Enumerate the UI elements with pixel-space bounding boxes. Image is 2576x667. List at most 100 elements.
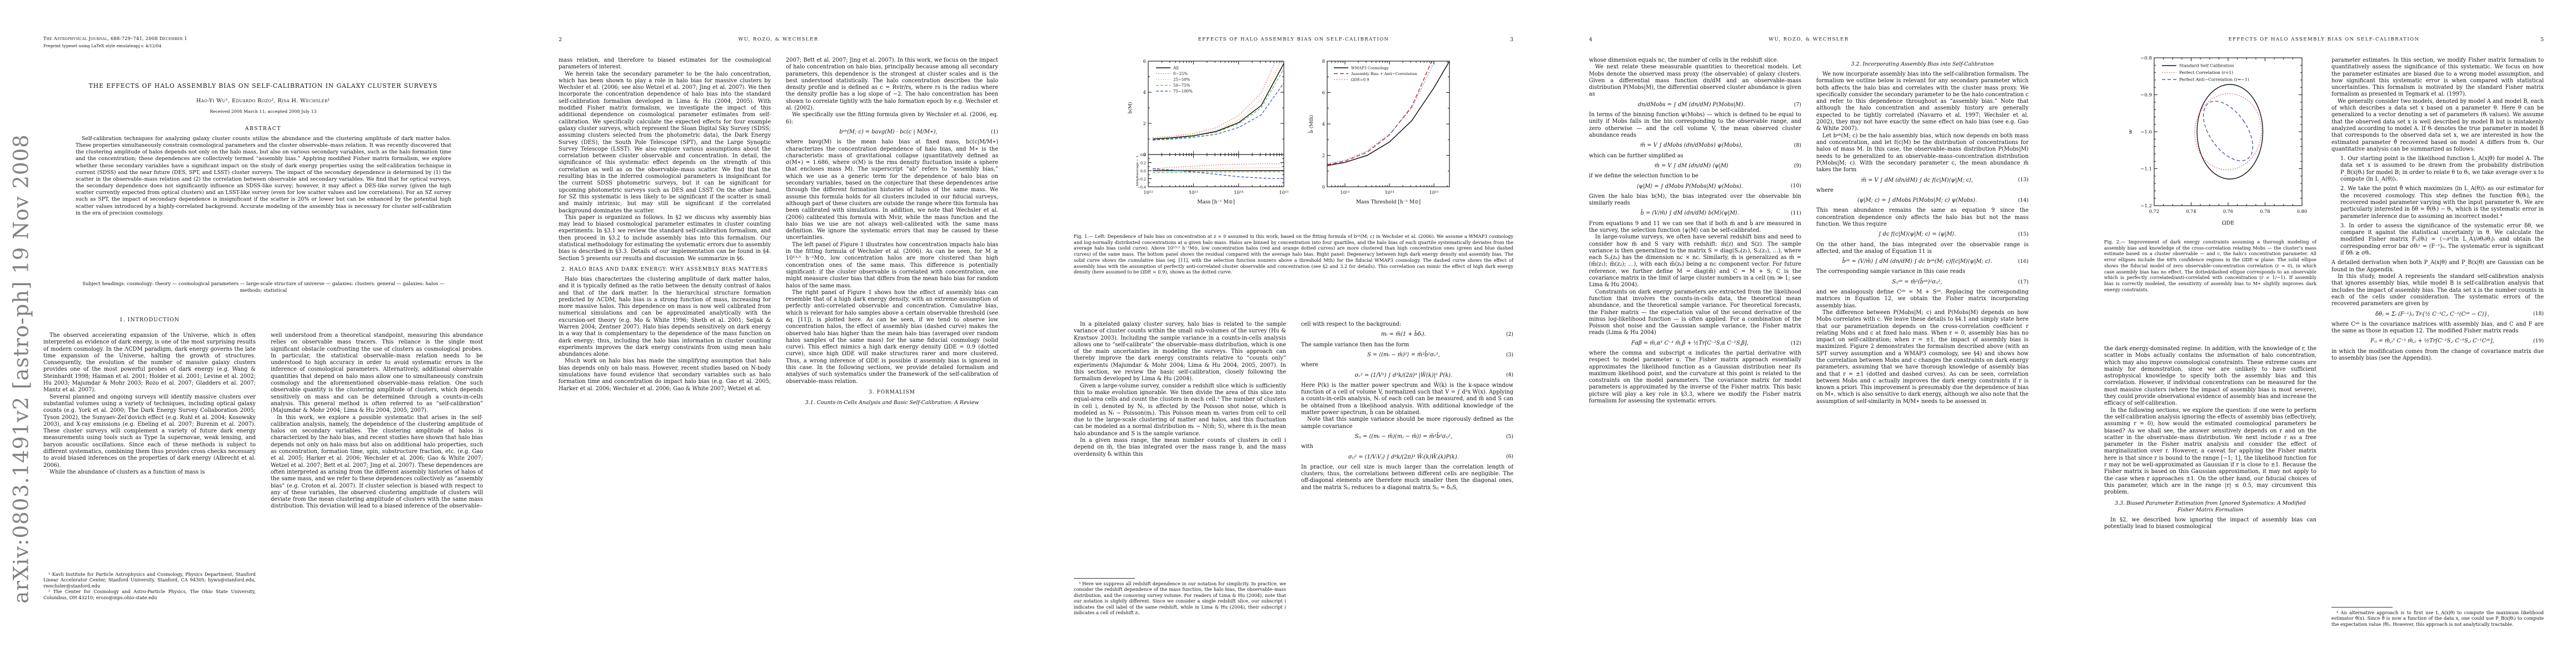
paragraph: Given a large-volume survey, consider a … (1074, 382, 1286, 437)
equation: ⟨ψ|M; c⟩ = ∫ dMobs P(Mobs|M; c) ψ(Mobs).… (1816, 197, 2029, 204)
paragraph: where (1816, 187, 1833, 193)
svg-text:−1.1: −1.1 (2140, 166, 2152, 172)
paragraph: We herein take the secondary parameter t… (559, 71, 771, 214)
equation-number: (13) (2017, 177, 2029, 183)
paragraph: While the abundance of clusters as a fun… (49, 469, 205, 475)
equation-formula: Fᵢⱼ = m̄,ᵢᵀ C⁻¹ m̄,ⱼ + ½Tr[C⁻¹S,ᵢ C⁻¹S,ⱼ… (2370, 338, 2494, 345)
page-1: The Astrophysical Journal, 688:729–741, … (0, 0, 515, 667)
equation-formula: mᵢ = m̄(1 + b̄δᵢ). (1381, 331, 1426, 338)
paragraph: A detailed derivation when both P_A(x|θ)… (2331, 260, 2544, 273)
svg-text:b̄ (Mth): b̄ (Mth) (1308, 115, 1314, 133)
running-head: 4 WU, ROZO, & WECHSLER (1589, 37, 2029, 43)
paragraph: Several planned and ongoing surveys will… (43, 394, 256, 469)
svg-text:10¹⁴: 10¹⁴ (1385, 190, 1395, 195)
subject-headings: Subject headings: cosmology: theory — co… (82, 281, 445, 293)
paragraph: where (1301, 362, 1318, 369)
paragraph: well understood from a theoretical stand… (271, 332, 483, 414)
paragraph: The right panel of Figure 1 shows how th… (786, 289, 998, 385)
running-head: EFFECTS OF HALO ASSEMBLY BIAS ON SELF-CA… (2104, 37, 2544, 43)
paragraph: The difference between P(Mobs|M; c) and … (1816, 309, 2029, 405)
svg-text:0: 0 (1322, 184, 1325, 190)
svg-text:10¹⁵: 10¹⁵ (1429, 190, 1439, 195)
equation: mᵢ = m̄(1 + b̄δᵢ). (2) (1301, 331, 1513, 338)
equation: dn/dMobs = ∫ dM (dn/dM) P(Mobs|M). (7) (1589, 102, 1801, 108)
paragraph: In this study, model A represents the st… (2331, 273, 2544, 307)
svg-text:−0.4: −0.4 (1137, 185, 1146, 190)
paragraph: if we define the selection function to b… (1589, 173, 1698, 180)
svg-text:−0.2: −0.2 (1137, 177, 1146, 181)
abstract-label: ABSTRACT (245, 126, 282, 132)
svg-text:0.2: 0.2 (1140, 161, 1146, 165)
equation-formula: dn/dMobs = ∫ dM (dn/dM) P(Mobs|M). (1638, 101, 1745, 108)
subsection-heading: 3.3. Biased Parameter Estimation from Ig… (2115, 500, 2306, 513)
section-heading: 2. HALO BIAS AND DARK ENERGY: WHY ASSEMB… (561, 266, 769, 272)
equation-formula: Sᵢⱼᵃᵇ = m̄²(b̄ᵃᵇ)²σᵢⱼ², (1892, 278, 1942, 285)
column-left: whose dimension equals nc, the number of… (1589, 57, 1801, 656)
equation-number: (9) (1793, 162, 1801, 169)
figure-1-caption: Fig. 1.— Left: Dependence of halo bias o… (1074, 233, 1513, 275)
cumulative-bias-vs-mass-threshold-chart: 10¹³ 10¹⁴ 10¹⁵ 0 2 4 6 8 WMAP3 CosmologyAssembly… (1308, 58, 1450, 205)
list-item: 1. Our starting point is the likelihood … (2340, 156, 2544, 183)
paragraph: 2007; Bett et al. 2007; Jing et al. 2007… (786, 57, 998, 112)
svg-text:−1.0: −1.0 (2140, 130, 2152, 135)
svg-text:10¹²: 10¹² (1144, 190, 1153, 195)
svg-text:Perfect Anti−Correlation (r=−1: Perfect Anti−Correlation (r=−1) (2179, 77, 2249, 82)
equation-formula: Fαβ = m̄,αᵀ C⁻¹ m̄,β + ½Tr[C⁻¹S,α C⁻¹S,β… (1631, 340, 1748, 346)
figure-1-left-panel: 0 2 4 6 10¹² 10¹³ 10¹⁴ 10¹⁵ −0.4 −0.2 0.0 0.2 0.4 All… (1119, 54, 1289, 230)
svg-text:10¹³: 10¹³ (1189, 190, 1198, 195)
svg-text:−1.2: −1.2 (2140, 203, 2152, 209)
paragraph: Much work on halo bias has made the simp… (559, 358, 771, 392)
page-number: 4 (1589, 37, 1593, 43)
paragraph: In a given mass range, the mean number c… (1074, 437, 1286, 457)
svg-text:6: 6 (1143, 58, 1146, 64)
equation: Fᵢⱼ = m̄,ᵢᵀ C⁻¹ m̄,ⱼ + ½Tr[C⁻¹S,ᵢ C⁻¹S,ⱼ… (2331, 338, 2544, 345)
equation-number: (8) (1793, 142, 1801, 149)
equation-formula: σᵢⱼ² = (1/VᵢVⱼ) ∫ d³k/(2π)³ W̃ᵢ(k)W̃ⱼ(k)… (1348, 454, 1459, 460)
svg-text:ΩDE=0.9: ΩDE=0.9 (1351, 78, 1369, 82)
footnotes-block: ⁴ An alternative approach is to first us… (2331, 607, 2544, 658)
paragraph: In a pixelated galaxy cluster survey, ha… (1074, 321, 1286, 382)
equation-number: (15) (2017, 231, 2029, 238)
paragraph: In the following sections, we explore th… (2104, 407, 2316, 496)
subsection-heading: 3.1. Counts-in-Cells Analysis and Basic … (805, 399, 979, 406)
equation-formula: ∫ dc f(c|M)⟨ψ|M; c⟩ = ⟨ψ|M⟩. (1878, 231, 1956, 238)
paragraph: with (1301, 444, 1313, 450)
equation-number: (14) (2017, 197, 2029, 204)
column-right: well understood from a theoretical stand… (271, 332, 483, 656)
list-item: 3. In order to assess the significance o… (2340, 222, 2544, 257)
paragraph: Constraints on dark energy parameters ar… (1589, 288, 1801, 336)
svg-text:0: 0 (1143, 152, 1146, 157)
paragraph: On the other hand, the bias integrated o… (1816, 241, 2029, 255)
paragraph: Halo bias characterizes the clustering a… (559, 276, 771, 358)
equation-formula: S = ⟨(mᵢ − m̄)²⟩ = m̄²b̄²σᵥ², (1367, 352, 1440, 359)
paragraph: We specifically use the fitting formula … (786, 112, 998, 125)
equation: Fαβ = m̄,αᵀ C⁻¹ m̄,β + ½Tr[C⁻¹S,α C⁻¹S,β… (1589, 340, 1801, 347)
svg-text:Standard Self Calibration: Standard Self Calibration (2179, 63, 2234, 68)
arxiv-stamp: arXiv:0803.1491v2 [astro-ph] 19 Nov 2008 (9, 134, 33, 604)
page-3: EFFECTS OF HALO ASSEMBLY BIAS ON SELF-CA… (1030, 0, 1546, 667)
equation-number: (5) (1506, 433, 1513, 440)
equation-number: (16) (2017, 258, 2029, 265)
column-left: mass relation, and therefore to biased e… (559, 57, 771, 656)
subsection-heading: 3.2. Incorporating Assembly Bias into Se… (1851, 61, 1994, 67)
equation-formula: b̄ᵃᵇ = (V/m̄) ∫ dM (dn/dM) ∫ dc bᵃᵇ(M; c… (1842, 258, 1992, 265)
paragraph: In §2, we described how ignoring the imp… (2104, 516, 2316, 530)
equation-formula: σᵥ² = (1/V²) ∫ d³k/(2π)³ |W̃(k)|² P(k). (1354, 372, 1453, 379)
paragraph: The left panel of Figure 1 illustrates h… (786, 241, 998, 289)
svg-text:4: 4 (1322, 121, 1325, 127)
running-head-title: WU, ROZO, & WECHSLER (1768, 37, 1849, 42)
svg-text:8: 8 (1322, 58, 1325, 64)
page-5: EFFECTS OF HALO ASSEMBLY BIAS ON SELF-CA… (2061, 0, 2576, 667)
page-number: 5 (2540, 37, 2544, 43)
equation-formula: ⟨ψ|M⟩ = ∫ dMobs P(Mobs|M) ψ(Mobs). (1636, 183, 1743, 190)
svg-text:75−100%: 75−100% (1173, 89, 1193, 94)
svg-text:Assembly Bias + Anti−Correlati: Assembly Bias + Anti−Correlation (1351, 72, 1418, 76)
paragraph: From equations 9 and 11 we can see that … (1589, 220, 1801, 233)
page-4: 4 WU, ROZO, & WECHSLER whose dimension e… (1546, 0, 2061, 667)
svg-text:25−50%: 25−50% (1173, 78, 1190, 82)
equation-formula: m̄ = V ∫ dMobs (dn/dMobs) ψ(Mobs), (1640, 142, 1743, 149)
equation-number: (10) (1790, 183, 1801, 190)
paragraph: mass relation, and therefore to biased e… (559, 57, 771, 71)
equation: b̄ = (V/m̄) ∫ dM (dn/dM) b(M)⟨ψ|M⟩. (11) (1589, 210, 1801, 217)
svg-text:−0.8: −0.8 (2140, 56, 2152, 61)
